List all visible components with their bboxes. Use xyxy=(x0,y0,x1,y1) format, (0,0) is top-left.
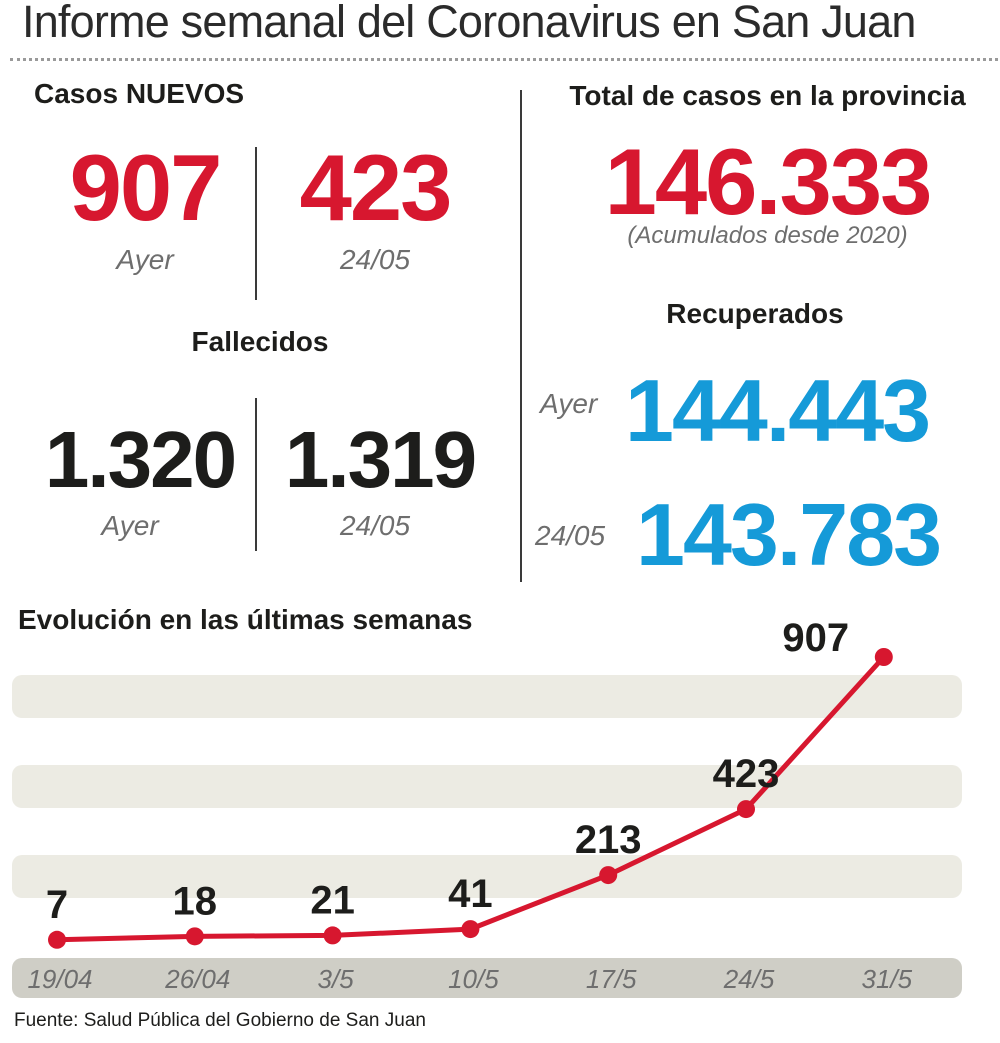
data-point xyxy=(737,800,755,819)
casos-divider xyxy=(255,147,257,300)
casos-nuevos-ayer-label: Ayer xyxy=(116,244,174,275)
total-note: (Acumulados desde 2020) xyxy=(627,222,908,249)
page-title: Informe semanal del Coronavirus en San J… xyxy=(22,0,916,47)
fallecidos-heading: Fallecidos xyxy=(191,326,329,357)
casos-nuevos-previo-value: 423 xyxy=(299,135,453,240)
line-chart: 19/04 26/04 3/5 10/5 17/5 24/5 31/5 7 18 21 41 213… xyxy=(12,616,962,998)
data-label: 41 xyxy=(448,872,493,916)
data-label: 423 xyxy=(713,752,780,796)
chart-title: Evolución en las últimas semanas xyxy=(18,604,473,635)
grid-band xyxy=(12,675,962,718)
title-divider xyxy=(10,58,998,61)
data-label: 213 xyxy=(575,818,642,862)
fallecidos-ayer-label: Ayer xyxy=(101,510,159,541)
recuperados-previo-value: 143.783 xyxy=(636,485,942,584)
data-point xyxy=(874,648,893,666)
recuperados-ayer-value: 144.443 xyxy=(625,361,931,460)
data-label: 21 xyxy=(310,878,355,922)
x-tick-label: 31/5 xyxy=(861,964,912,994)
fallecidos-divider xyxy=(255,398,257,551)
data-point xyxy=(48,930,66,949)
casos-nuevos-ayer-value: 907 xyxy=(69,135,223,240)
section-divider xyxy=(520,90,522,582)
x-tick-label: 17/5 xyxy=(586,964,637,994)
fallecidos-previo-label: 24/05 xyxy=(339,510,411,541)
casos-nuevos-previo-label: 24/05 xyxy=(339,244,411,275)
source-note: Fuente: Salud Pública del Gobierno de Sa… xyxy=(14,1010,426,1031)
grid-band xyxy=(12,765,962,808)
total-heading: Total de casos en la provincia xyxy=(569,80,966,111)
x-tick-label: 24/5 xyxy=(723,964,775,994)
fallecidos-ayer-value: 1.320 xyxy=(44,415,237,504)
data-point xyxy=(461,920,480,939)
data-label: 907 xyxy=(782,616,849,660)
recuperados-previo-label: 24/05 xyxy=(535,520,606,551)
data-label: 7 xyxy=(46,883,68,927)
recuperados-heading: Recuperados xyxy=(666,298,844,329)
casos-nuevos-heading: Casos NUEVOS xyxy=(34,78,245,109)
x-tick-label: 19/04 xyxy=(27,964,92,994)
total-value: 146.333 xyxy=(604,129,933,234)
data-point xyxy=(323,926,342,945)
recuperados-ayer-label: Ayer xyxy=(540,388,598,419)
data-label: 18 xyxy=(173,879,218,923)
x-tick-label: 3/5 xyxy=(318,964,355,994)
data-point xyxy=(599,866,618,885)
x-tick-label: 10/5 xyxy=(448,964,499,994)
data-point xyxy=(185,927,204,946)
x-axis-band xyxy=(12,958,962,998)
x-tick-label: 26/04 xyxy=(164,964,230,994)
fallecidos-previo-value: 1.319 xyxy=(284,415,477,504)
grid-band xyxy=(12,855,962,898)
